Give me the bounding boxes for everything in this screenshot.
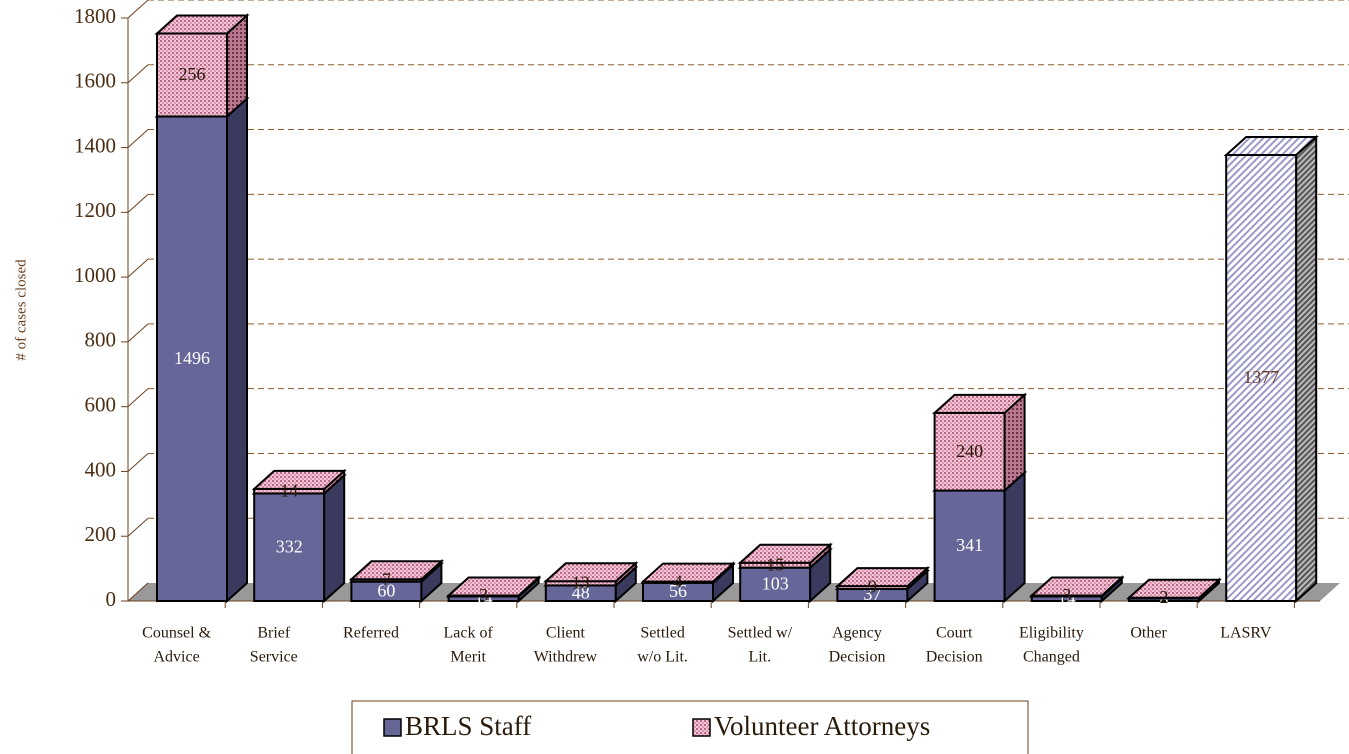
value-label: 256 (179, 64, 206, 84)
y-axis-label: # of cases closed (13, 259, 29, 361)
bar-side (1295, 134, 1318, 604)
x-tick-label: Lit. (748, 649, 771, 666)
y-tick-slant (127, 0, 149, 19)
bar-top (1126, 578, 1222, 599)
value-label: 4 (674, 571, 683, 591)
value-label: 60 (377, 580, 395, 600)
value-label: 1377 (1243, 367, 1279, 387)
y-tick-slant (127, 129, 149, 148)
value-label: 56 (669, 581, 687, 601)
bar-top (737, 543, 833, 564)
bar-side (323, 473, 346, 604)
y-tick-label: 0 (106, 587, 117, 611)
value-label: 3 (1062, 585, 1071, 605)
bar-side (1003, 470, 1026, 604)
value-label: 3 (479, 585, 488, 605)
x-tick-label: Court (936, 625, 973, 642)
bar-segment (156, 115, 228, 602)
value-label: 7 (382, 570, 391, 590)
bar-top (834, 567, 931, 588)
x-tick-label: Advice (153, 649, 199, 666)
legend-label: BRLS Staff (405, 711, 531, 741)
legend-label: Volunteer Attorneys (714, 711, 930, 741)
x-tick-label: Withdrew (534, 649, 598, 666)
bar-top (1223, 136, 1319, 157)
bar-top (154, 14, 250, 35)
y-tick-slant (127, 388, 149, 408)
x-tick-label: Other (1130, 625, 1167, 642)
value-label: 332 (276, 536, 303, 556)
x-tick-label: Decision (926, 649, 983, 666)
x-tick-label: Agency (832, 625, 882, 642)
x-tick-label: Settled (640, 625, 684, 642)
x-tick-label: Referred (343, 625, 399, 642)
y-tick-label: 1800 (74, 4, 116, 28)
value-label: 14 (280, 480, 298, 500)
value-label: 13 (572, 572, 590, 592)
value-label: 103 (762, 573, 789, 593)
y-tick-label: 200 (85, 522, 117, 546)
bar-side (226, 96, 248, 604)
bar-top (251, 469, 347, 490)
y-tick-slant (127, 323, 149, 343)
x-tick-label: Brief (257, 625, 291, 642)
legend-swatch (383, 718, 402, 737)
bar-top (445, 576, 542, 597)
y-tick-slant (127, 193, 149, 213)
y-tick-label: 400 (85, 457, 117, 481)
bar-top (543, 562, 639, 583)
bar-top (640, 562, 736, 583)
value-label: 48 (572, 582, 590, 602)
y-tick-slant (127, 64, 149, 84)
y-tick-slant (127, 453, 149, 472)
x-tick-label: Service (250, 649, 298, 666)
y-tick-label: 1000 (74, 263, 116, 287)
value-label: 341 (956, 535, 983, 555)
bar-top (348, 560, 445, 581)
bar-top (931, 393, 1028, 414)
y-tick-label: 800 (85, 328, 117, 352)
x-tick-label: Eligibility (1019, 625, 1084, 642)
y-tick-label: 1600 (74, 69, 116, 93)
value-label: 240 (956, 441, 983, 461)
y-tick-slant (127, 517, 149, 537)
x-tick-label: LASRV (1220, 625, 1272, 642)
y-tick-label: 1200 (74, 198, 116, 222)
x-tick-label: Client (546, 625, 586, 642)
x-tick-label: Decision (829, 649, 886, 666)
value-label: 9 (868, 577, 877, 597)
bar-segment (739, 566, 812, 603)
x-tick-label: w/o Lit. (637, 649, 688, 666)
x-tick-label: Merit (450, 649, 486, 666)
value-label: 15 (766, 554, 784, 574)
y-tick-label: 1400 (74, 133, 116, 157)
bar-segment (933, 411, 1006, 492)
value-label: 1496 (174, 348, 210, 368)
value-label: 2 (1160, 587, 1169, 607)
x-tick-label: Counsel & (142, 625, 211, 642)
x-tick-label: Changed (1023, 649, 1080, 666)
bar-top (1029, 576, 1125, 597)
legend-box (351, 700, 1029, 754)
y-tick-slant (127, 582, 149, 602)
x-tick-label: Settled w/ (728, 625, 793, 642)
y-tick-slant (127, 258, 149, 278)
y-tick-label: 600 (85, 392, 117, 416)
x-tick-label: Lack of (444, 625, 494, 642)
legend-swatch (692, 718, 711, 737)
